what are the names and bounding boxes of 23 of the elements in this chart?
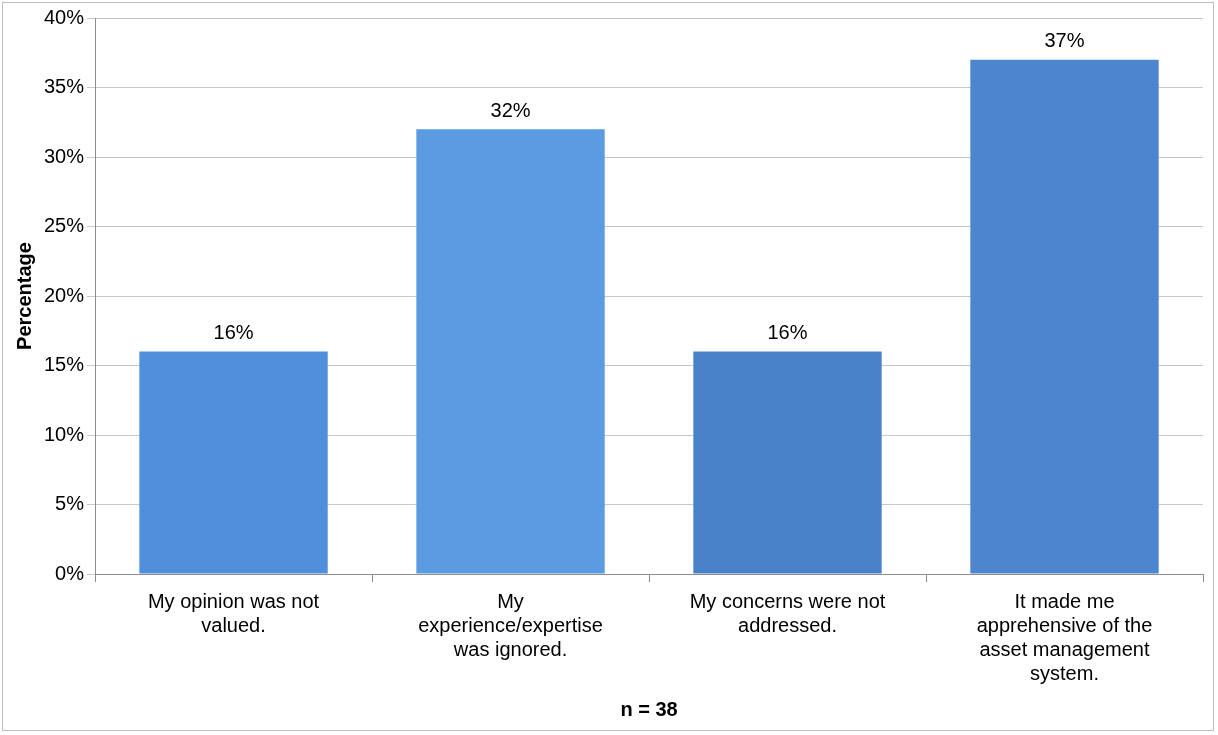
data-label: 16%	[767, 321, 808, 344]
y-tick-label: 0%	[55, 561, 85, 584]
data-label: 32%	[490, 98, 531, 121]
bar	[693, 351, 882, 574]
data-label: 16%	[213, 321, 254, 344]
y-tick-label: 40%	[44, 5, 85, 28]
y-tick-label: 20%	[44, 283, 85, 306]
y-tick-label: 35%	[44, 75, 85, 98]
x-tick-label: My experience/expertise was ignored.	[418, 589, 603, 660]
y-tick-label: 30%	[44, 144, 85, 167]
y-tick-label: 10%	[44, 422, 85, 445]
bar	[416, 129, 605, 574]
x-tick-label: It made me apprehensive of the asset management system.	[976, 589, 1153, 684]
data-label: 37%	[1044, 29, 1085, 52]
y-tick-label: 25%	[44, 214, 85, 237]
x-tick-label: My opinion was not valued.	[147, 589, 320, 636]
x-tick-label: My concerns were not addressed.	[689, 589, 886, 636]
y-tick-label: 15%	[44, 353, 85, 376]
x-axis-title: n = 38	[620, 697, 678, 720]
bar	[139, 351, 328, 574]
y-tick-label: 5%	[55, 492, 85, 515]
y-axis-title: Percentage	[12, 242, 35, 350]
bar	[970, 59, 1159, 574]
